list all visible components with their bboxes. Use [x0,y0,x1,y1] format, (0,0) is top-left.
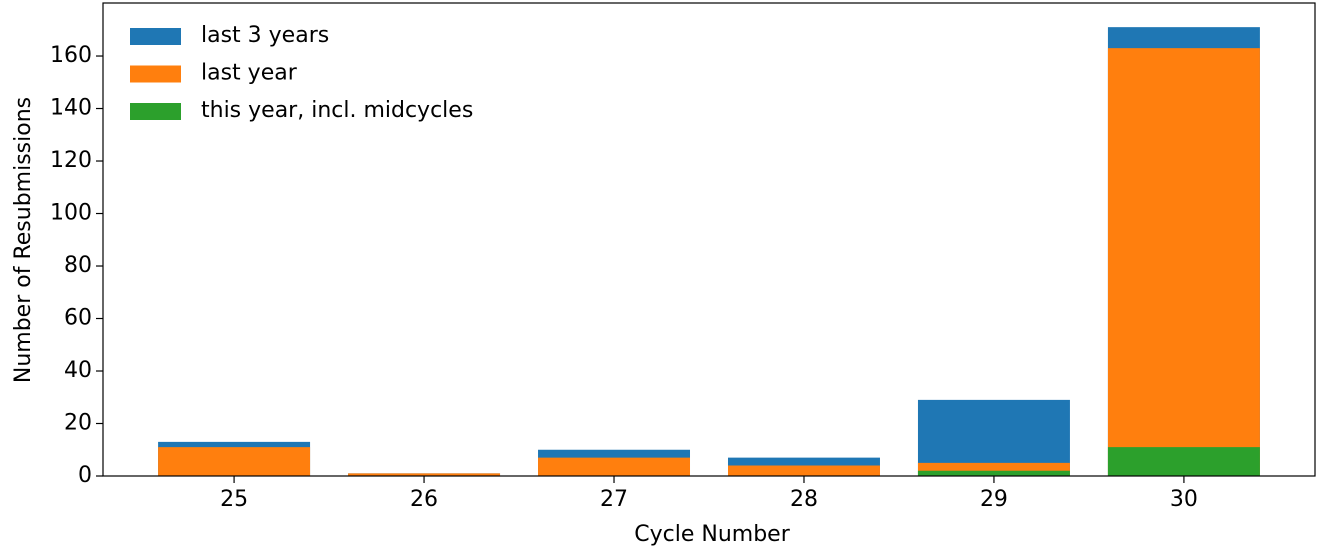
bar [727,465,880,476]
y-tick-label: 40 [64,358,92,383]
x-tick-label: 26 [410,487,438,512]
bar [917,470,1070,476]
x-tick-label: 30 [1170,487,1198,512]
x-tick-label: 29 [980,487,1008,512]
plot-frame [102,2,1316,477]
x-axis-label: Cycle Number [634,522,790,547]
bar [538,457,691,476]
x-tick-label: 27 [600,487,628,512]
bar [348,473,501,476]
y-tick-label: 60 [64,306,92,331]
legend-swatch [130,65,181,83]
legend-swatch [130,28,181,45]
y-tick-label: 80 [64,253,92,278]
y-tick-label: 0 [78,463,92,488]
y-tick-label: 140 [50,96,92,121]
legend-label: last 3 years [201,23,329,48]
y-tick-label: 120 [50,148,92,173]
y-axis-label: Number of Resubmissions [11,97,36,383]
legend-label: this year, incl. midcycles [201,98,473,123]
x-tick-label: 25 [220,487,248,512]
y-tick-label: 100 [50,201,92,226]
bar [158,447,311,476]
legend-swatch [130,103,181,120]
bar [1107,447,1260,476]
x-tick-label: 28 [790,487,818,512]
y-tick-label: 20 [64,411,92,436]
bar [1107,48,1260,476]
y-tick-label: 160 [50,43,92,68]
legend-label: last year [201,61,298,86]
